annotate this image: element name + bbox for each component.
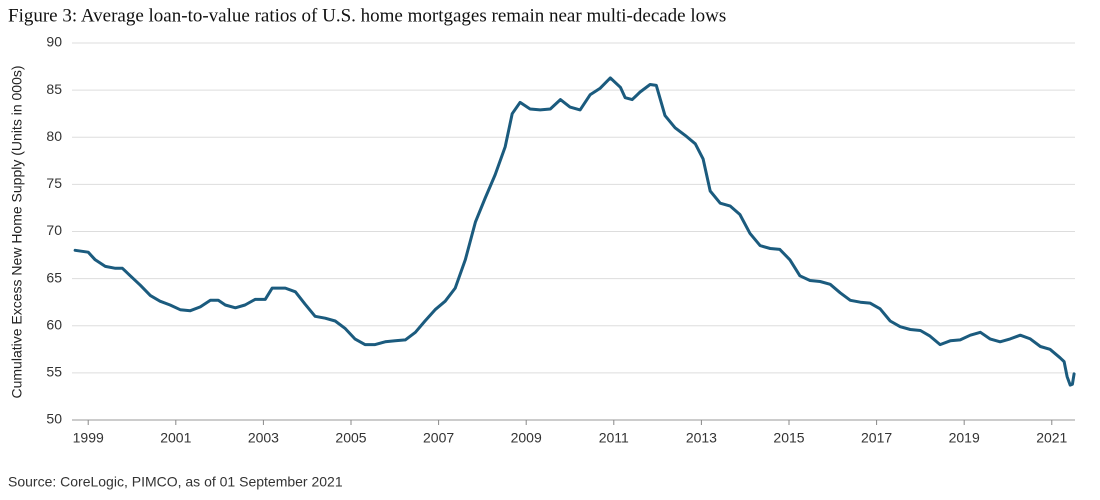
x-tick-label: 2003 — [248, 430, 279, 446]
y-tick-label: 85 — [46, 81, 62, 97]
y-tick-label: 65 — [46, 269, 62, 285]
y-tick-label: 50 — [46, 411, 62, 427]
x-tick-label: 2011 — [599, 430, 629, 446]
x-tick-label: 2013 — [686, 430, 717, 446]
x-tick-label: 2015 — [773, 430, 804, 446]
x-tick-label: 2007 — [423, 430, 454, 446]
x-tick-label: 2021 — [1036, 430, 1067, 446]
x-tick-label: 1999 — [73, 430, 104, 446]
x-tick-label: 2019 — [949, 430, 980, 446]
y-tick-label: 55 — [46, 364, 62, 380]
y-axis-title: Cumulative Excess New Home Supply (Units… — [9, 65, 25, 398]
y-tick-label: 70 — [46, 222, 62, 238]
chart-title: Figure 3: Average loan-to-value ratios o… — [8, 5, 726, 26]
x-tick-label: 2005 — [335, 430, 366, 446]
y-tick-label: 60 — [46, 316, 62, 332]
y-tick-label: 80 — [46, 128, 62, 144]
data-line — [73, 76, 1076, 387]
source-note: Source: CoreLogic, PIMCO, as of 01 Septe… — [8, 474, 343, 490]
x-tick-label: 2001 — [160, 430, 191, 446]
y-tick-label: 90 — [46, 34, 62, 50]
x-tick-label: 2017 — [861, 430, 892, 446]
y-tick-label: 75 — [46, 175, 62, 191]
x-tick-label: 2009 — [511, 430, 542, 446]
